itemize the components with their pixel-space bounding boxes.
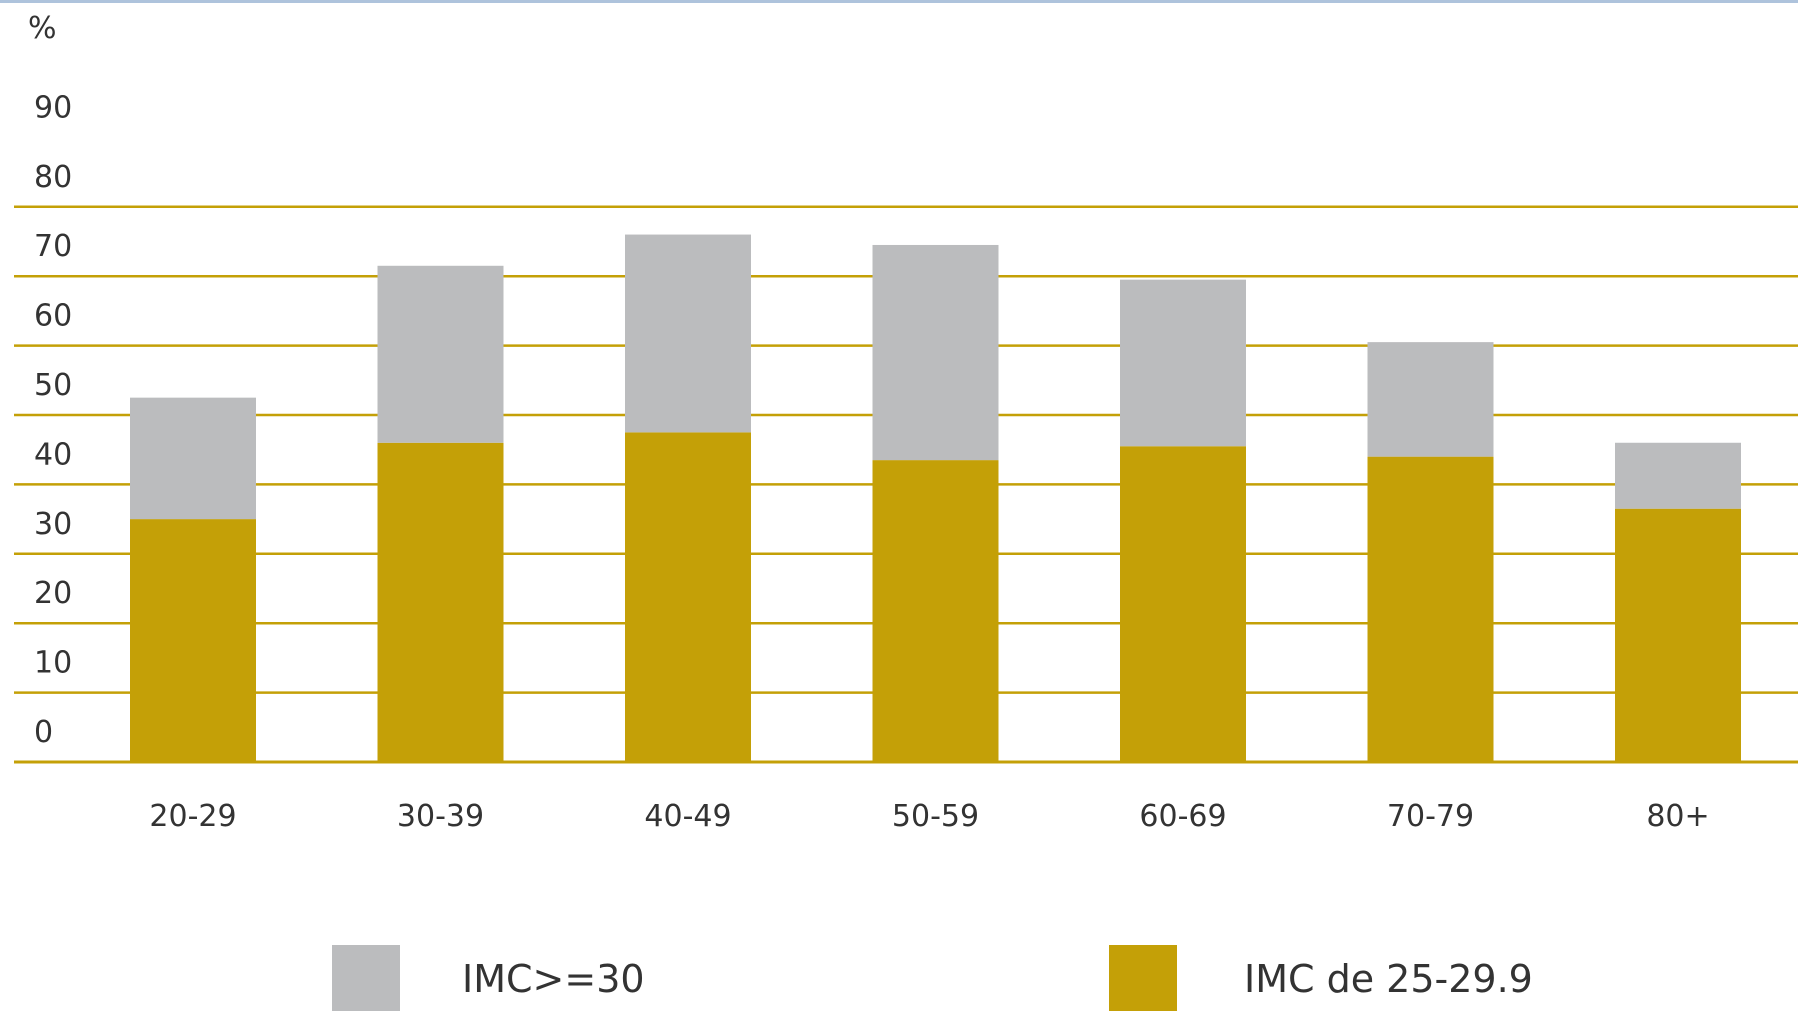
legend-label-imc-30-plus: IMC>=30 [462,957,645,1001]
y-tick-label-90: 90 [34,90,72,125]
x-tick-label-80+: 80+ [1646,799,1709,834]
x-tick-label-50-59: 50-59 [892,799,979,834]
bar-70-79-imc-25-29-9 [1367,456,1494,762]
y-tick-label-70: 70 [34,229,72,264]
y-tick-label-40: 40 [34,437,72,472]
axis-labels: % 0 10 20 30 40 50 60 70 80 90 20-29 30-39 40-49 50-5… [28,11,1710,834]
x-tick-label-60-69: 60-69 [1139,799,1226,834]
y-axis-unit-label: % [28,11,57,46]
y-tick-label-20: 20 [34,576,72,611]
bar-70-79-imc-30-plus [1367,342,1494,457]
bar-20-29-imc-25-29-9 [130,519,256,762]
y-tick-label-30: 30 [34,507,72,542]
bar-40-49-imc-30-plus [625,234,751,433]
bar-60-69-imc-25-29-9 [1120,446,1246,762]
bar-50-59-imc-30-plus [872,244,999,461]
x-tick-label-20-29: 20-29 [149,799,236,834]
bar-80+-imc-25-29-9 [1615,508,1741,762]
bar-60-69-imc-30-plus [1120,279,1246,447]
legend-swatch-imc-30-plus [332,945,400,1011]
y-tick-label-80: 80 [34,160,72,195]
legend-swatch-imc-25-29-9 [1109,945,1177,1011]
x-tick-label-70-79: 70-79 [1387,799,1474,834]
bar-30-39-imc-30-plus [377,265,504,443]
y-tick-label-60: 60 [34,299,72,334]
y-tick-label-50: 50 [34,368,72,403]
y-tick-label-0: 0 [34,715,53,750]
x-tick-label-40-49: 40-49 [644,799,731,834]
bar-20-29-imc-30-plus [130,397,256,520]
bar-30-39-imc-25-29-9 [377,442,504,762]
bars [130,234,1741,762]
legend-label-imc-25-29-9: IMC de 25-29.9 [1244,957,1533,1001]
y-tick-label-10: 10 [34,646,72,681]
bar-40-49-imc-25-29-9 [625,432,751,762]
bar-50-59-imc-25-29-9 [872,460,999,762]
x-tick-label-30-39: 30-39 [397,799,484,834]
bar-80+-imc-30-plus [1615,442,1741,509]
legend: IMC>=30 IMC de 25-29.9 [332,945,1533,1011]
